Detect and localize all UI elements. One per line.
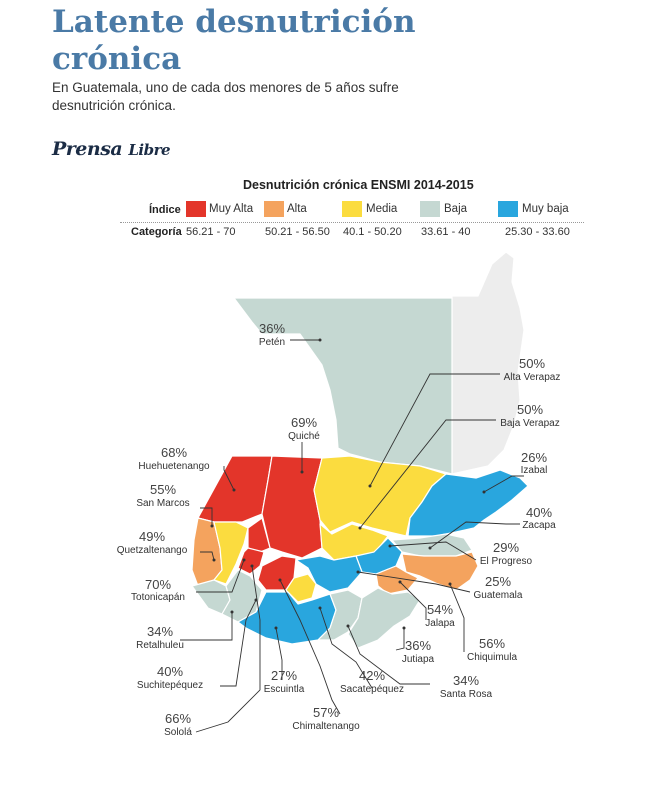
legend-divider — [120, 222, 584, 223]
label-chimaltenango-name: Chimaltenango — [292, 721, 360, 732]
legend-range-baja: 33.61 - 40 — [421, 226, 471, 238]
legend-range-alta: 50.21 - 56.50 — [265, 226, 330, 238]
region-quetzaltenango — [213, 521, 249, 585]
label-baja-verapaz-pct: 50% — [517, 402, 543, 417]
label-solola-name: Sololá — [164, 727, 192, 738]
legend-range-muy-alta: 56.21 - 70 — [186, 226, 236, 238]
subtitle-line-1: En Guatemala, uno de cada dos menores de… — [52, 80, 399, 95]
region-jalapa — [375, 565, 419, 595]
subtitle-line-2: desnutrición crónica. — [52, 98, 176, 113]
label-retalhuleu-pct: 34% — [147, 624, 173, 639]
label-sacatepequez-pct: 42% — [359, 668, 385, 683]
legend-range-media: 40.1 - 50.20 — [343, 226, 402, 238]
page-title: Latente desnutrición crónica — [52, 4, 472, 78]
label-suchitepequez-name: Suchitepéquez — [137, 680, 203, 691]
legend-swatch-muy-alta — [186, 201, 206, 217]
label-jalapa-name: Jalapa — [425, 618, 455, 629]
label-escuintla-name: Escuintla — [264, 684, 305, 695]
label-san-marcos-name: San Marcos — [136, 498, 189, 509]
brand-part-2: Libre — [128, 141, 171, 159]
region-santa-rosa — [317, 589, 363, 641]
label-jutiapa-pct: 36% — [405, 638, 431, 653]
label-chiquimula-name: Chiquimula — [467, 652, 517, 663]
label-zacapa-pct: 40% — [526, 505, 552, 520]
region-guatemala — [295, 555, 363, 593]
label-alta-verapaz-pct: 50% — [519, 356, 545, 371]
label-guatemala-pct: 25% — [485, 574, 511, 589]
region-sacatepequez — [285, 573, 317, 603]
legend-swatch-alta — [264, 201, 284, 217]
subtitle: En Guatemala, uno de cada dos menores de… — [52, 79, 432, 115]
label-retalhuleu-name: Retalhuleu — [136, 640, 184, 651]
label-huehuetenango-name: Huehuetenango — [138, 461, 210, 472]
region-solola — [237, 547, 265, 575]
label-alta-verapaz-name: Alta Verapaz — [504, 372, 561, 383]
legend-label-media: Media — [366, 203, 398, 215]
label-quetzaltenango-pct: 49% — [139, 529, 165, 544]
label-huehuetenango-pct: 68% — [161, 445, 187, 460]
label-chiquimula-pct: 56% — [479, 636, 505, 651]
label-solola-pct: 66% — [165, 711, 191, 726]
label-escuintla-pct: 27% — [271, 668, 297, 683]
label-baja-verapaz-name: Baja Verapaz — [500, 418, 560, 429]
brand-part-1: Prensa — [52, 138, 123, 160]
label-chimaltenango-pct: 57% — [313, 705, 339, 720]
legend-label-baja: Baja — [444, 203, 468, 215]
label-izabal-name: Izabal — [521, 465, 548, 476]
region-quiche — [261, 455, 323, 559]
legend-label-muy-alta: Muy Alta — [209, 203, 254, 215]
region-jutiapa — [347, 587, 421, 649]
label-santa-rosa-name: Santa Rosa — [440, 689, 493, 700]
label-el-progreso-pct: 29% — [493, 540, 519, 555]
label-peten-name: Petén — [259, 337, 285, 348]
label-sacatepequez-name: Sacatepéquez — [340, 684, 404, 695]
region-totonicapan — [247, 517, 271, 553]
label-jalapa-pct: 54% — [427, 602, 453, 617]
legend-label-alta: Alta — [287, 203, 307, 215]
label-izabal-pct: 26% — [521, 450, 547, 465]
label-el-progreso-name: El Progreso — [480, 556, 533, 567]
label-jutiapa-name: Jutiapa — [402, 654, 435, 665]
legend-label-muy-baja: Muy baja — [522, 203, 569, 215]
region-izabal — [407, 469, 529, 537]
label-quiche-name: Quiché — [288, 431, 320, 442]
region-peten — [233, 297, 453, 475]
legend-title: Desnutrición crónica ENSMI 2014-2015 — [243, 178, 474, 192]
legend-swatch-muy-baja — [498, 201, 518, 217]
legend-indice-label: Índice — [149, 204, 181, 216]
label-santa-rosa-pct: 34% — [453, 673, 479, 688]
legend-swatch-baja — [420, 201, 440, 217]
brand-logo: Prensa Libre — [52, 138, 171, 160]
label-suchitepequez-pct: 40% — [157, 664, 183, 679]
label-totonicapan-pct: 70% — [145, 577, 171, 592]
label-guatemala-name: Guatemala — [474, 590, 523, 601]
label-zacapa-name: Zacapa — [522, 520, 556, 531]
label-peten-pct: 36% — [259, 321, 285, 336]
label-totonicapan-name: Totonicapán — [131, 592, 185, 603]
label-quiche-pct: 69% — [291, 415, 317, 430]
legend-swatch-media — [342, 201, 362, 217]
legend-categoria-label: Categoría — [131, 226, 182, 238]
legend-range-muy-baja: 25.30 - 33.60 — [505, 226, 570, 238]
label-quetzaltenango-name: Quetzaltenango — [117, 545, 188, 556]
region-belice — [451, 251, 525, 475]
title-line-1: Latente desnutrición — [52, 4, 416, 40]
title-line-2: crónica — [52, 41, 182, 77]
label-san-marcos-pct: 55% — [150, 482, 176, 497]
region-chiquimula — [401, 551, 479, 591]
